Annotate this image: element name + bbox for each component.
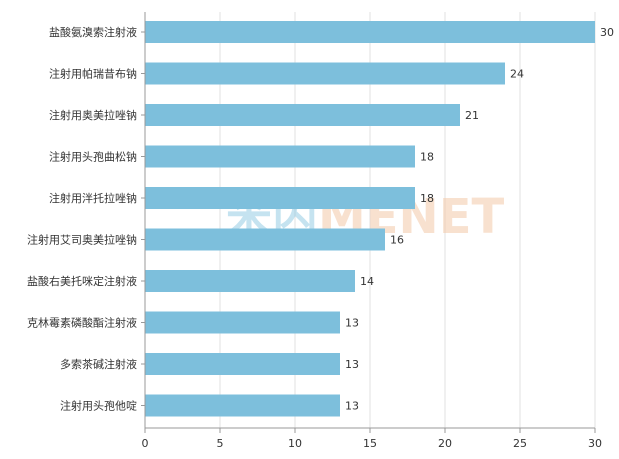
bar (145, 311, 340, 334)
bar (145, 104, 460, 126)
category-label: 盐酸氨溴索注射液 (49, 25, 137, 39)
x-tick-label: 30 (588, 437, 602, 450)
data-label: 13 (345, 317, 359, 330)
data-label: 30 (600, 26, 614, 39)
x-tick-label: 20 (438, 437, 452, 450)
axes (141, 12, 596, 433)
bar (145, 62, 505, 85)
x-tick-label: 0 (142, 437, 149, 450)
x-tick-label: 25 (513, 437, 527, 450)
data-label: 13 (345, 400, 359, 413)
category-label: 克林霉素磷酸酯注射液 (27, 316, 137, 330)
data-label: 18 (420, 151, 434, 164)
category-label: 注射用奥美拉唑钠 (49, 108, 137, 122)
data-label: 13 (345, 358, 359, 371)
labels: 0 5 10 15 20 25 30 盐酸氨溴索注射液 30 注射用帕瑞昔布钠 24 注射用奥美拉唑钠… (27, 25, 614, 450)
bar (145, 21, 595, 43)
data-label: 18 (420, 192, 434, 205)
category-label: 注射用艾司奥美拉唑钠 (27, 233, 137, 247)
x-tick-label: 10 (288, 437, 302, 450)
category-label: 盐酸右美托咪定注射液 (27, 274, 137, 288)
bar (145, 145, 415, 168)
category-label: 注射用帕瑞昔布钠 (49, 67, 137, 81)
category-label: 多索茶碱注射液 (60, 357, 137, 371)
category-label: 注射用泮托拉唑钠 (49, 191, 137, 205)
bar (145, 228, 385, 251)
bar (145, 394, 340, 417)
data-label: 16 (390, 234, 404, 247)
x-tick-label: 15 (363, 437, 377, 450)
category-label: 注射用头孢曲松钠 (49, 150, 137, 164)
bars (145, 21, 595, 417)
data-label: 24 (510, 68, 524, 81)
bar (145, 353, 340, 375)
data-label: 21 (465, 109, 479, 122)
category-label: 注射用头孢他啶 (60, 399, 137, 413)
bar (145, 187, 415, 209)
x-tick-label: 5 (217, 437, 224, 450)
data-label: 14 (360, 275, 374, 288)
bar (145, 270, 355, 292)
